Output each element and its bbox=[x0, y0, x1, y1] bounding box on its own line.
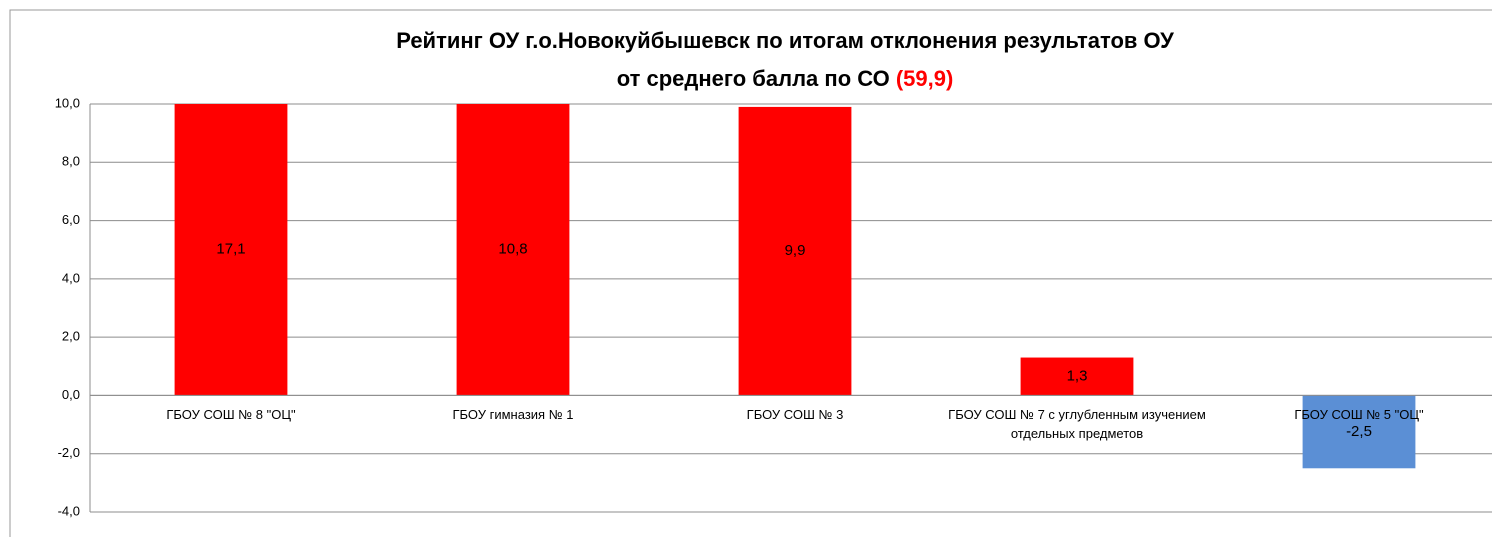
data-label: 9,9 bbox=[785, 242, 806, 259]
x-tick-label: ГБОУ гимназия № 1 bbox=[452, 407, 574, 423]
bar bbox=[456, 104, 570, 396]
bar bbox=[174, 104, 288, 396]
y-tick-label: 2,0 bbox=[62, 329, 80, 344]
bar bbox=[1020, 357, 1134, 396]
data-label: 17,1 bbox=[216, 241, 245, 258]
y-tick-label: 6,0 bbox=[62, 212, 80, 227]
data-label: 10,8 bbox=[498, 241, 527, 258]
x-tick-label: ГБОУ СОШ № 3 bbox=[746, 407, 844, 423]
y-tick-label: -4,0 bbox=[58, 503, 80, 518]
y-tick-label: 8,0 bbox=[62, 154, 80, 169]
chart-title: от среднего балла по СО (59,9) bbox=[617, 66, 954, 91]
data-label: 1,3 bbox=[1067, 367, 1088, 384]
x-tick-label: ГБОУ СОШ № 5 "ОЦ" bbox=[1294, 407, 1424, 423]
chart-title: Рейтинг ОУ г.о.Новокуйбышевск по итогам … bbox=[396, 28, 1174, 53]
x-tick-label: ГБОУ СОШ № 8 "ОЦ" bbox=[166, 407, 296, 423]
bar bbox=[738, 106, 852, 396]
y-tick-label: 4,0 bbox=[62, 270, 80, 285]
title-highlight: (59,9) bbox=[896, 66, 953, 91]
plot-area bbox=[174, 104, 1416, 469]
y-tick-label: 10,0 bbox=[55, 95, 80, 110]
y-tick-label: 0,0 bbox=[62, 387, 80, 402]
chart-title: от среднего балла по СО bbox=[617, 66, 890, 91]
x-tick-label: ГБОУ СОШ № 7 с углубленным изучением отд… bbox=[948, 407, 1206, 442]
bar bbox=[1302, 395, 1416, 469]
y-tick-label: -2,0 bbox=[58, 445, 80, 460]
data-label: -2,5 bbox=[1346, 423, 1372, 440]
